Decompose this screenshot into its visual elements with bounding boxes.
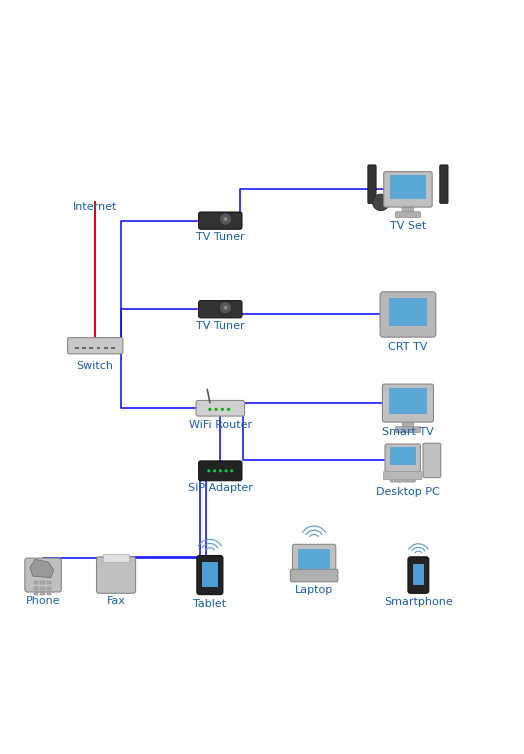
Bar: [298, 549, 330, 569]
Circle shape: [214, 408, 217, 411]
Bar: [104, 347, 108, 349]
Text: TV Set: TV Set: [390, 221, 426, 231]
Polygon shape: [30, 559, 53, 578]
Bar: [75, 347, 79, 349]
FancyBboxPatch shape: [96, 556, 136, 593]
Bar: [34, 581, 38, 584]
Bar: [390, 446, 416, 465]
FancyBboxPatch shape: [402, 204, 413, 216]
FancyBboxPatch shape: [408, 556, 429, 593]
Bar: [40, 581, 45, 584]
FancyBboxPatch shape: [199, 461, 242, 481]
Bar: [412, 563, 424, 586]
FancyBboxPatch shape: [396, 427, 420, 433]
Text: TV Tuner: TV Tuner: [196, 320, 245, 331]
Text: Tablet: Tablet: [193, 599, 226, 608]
Text: WiFi Router: WiFi Router: [189, 420, 252, 430]
Bar: [47, 592, 51, 595]
Text: Phone: Phone: [26, 596, 60, 606]
Bar: [389, 388, 427, 414]
FancyBboxPatch shape: [396, 212, 420, 217]
Bar: [40, 592, 45, 595]
FancyBboxPatch shape: [199, 301, 242, 318]
Text: SIP Adapter: SIP Adapter: [188, 483, 253, 493]
Text: Fax: Fax: [106, 596, 125, 606]
Bar: [90, 347, 93, 349]
FancyBboxPatch shape: [68, 338, 123, 354]
Text: TV Tuner: TV Tuner: [196, 232, 245, 242]
Circle shape: [227, 408, 230, 411]
Circle shape: [208, 469, 211, 473]
Bar: [202, 562, 217, 587]
FancyBboxPatch shape: [383, 384, 433, 422]
Circle shape: [373, 194, 389, 210]
FancyBboxPatch shape: [384, 471, 422, 480]
Text: CRT TV: CRT TV: [388, 342, 428, 351]
Bar: [34, 587, 38, 590]
Bar: [112, 347, 115, 349]
FancyBboxPatch shape: [390, 477, 415, 482]
FancyBboxPatch shape: [380, 292, 436, 337]
FancyBboxPatch shape: [196, 400, 245, 416]
Circle shape: [209, 408, 212, 411]
FancyBboxPatch shape: [368, 165, 376, 204]
Bar: [97, 347, 101, 349]
FancyBboxPatch shape: [384, 172, 432, 207]
Text: Desktop PC: Desktop PC: [376, 488, 440, 498]
FancyBboxPatch shape: [199, 212, 242, 229]
Bar: [103, 554, 129, 562]
Circle shape: [219, 213, 232, 225]
Circle shape: [223, 305, 227, 310]
FancyBboxPatch shape: [397, 468, 409, 480]
Bar: [34, 592, 38, 595]
Bar: [47, 587, 51, 590]
Bar: [389, 299, 427, 326]
Text: Smartphone: Smartphone: [384, 597, 453, 607]
Circle shape: [221, 408, 224, 411]
Circle shape: [223, 217, 227, 221]
FancyBboxPatch shape: [385, 444, 420, 471]
Bar: [40, 587, 45, 590]
Circle shape: [213, 469, 216, 473]
Bar: [390, 175, 426, 200]
Text: Internet: Internet: [73, 202, 117, 213]
Text: Switch: Switch: [77, 361, 114, 372]
FancyBboxPatch shape: [292, 544, 336, 575]
Circle shape: [224, 469, 227, 473]
FancyBboxPatch shape: [197, 556, 223, 595]
Circle shape: [219, 469, 222, 473]
Text: Laptop: Laptop: [295, 586, 333, 596]
Bar: [82, 347, 86, 349]
Circle shape: [219, 302, 232, 314]
Circle shape: [230, 469, 233, 473]
Text: Smart TV: Smart TV: [382, 427, 434, 437]
FancyBboxPatch shape: [423, 443, 441, 477]
FancyBboxPatch shape: [25, 558, 61, 592]
FancyBboxPatch shape: [440, 165, 448, 204]
FancyBboxPatch shape: [290, 569, 338, 582]
Bar: [47, 581, 51, 584]
FancyBboxPatch shape: [402, 419, 413, 431]
